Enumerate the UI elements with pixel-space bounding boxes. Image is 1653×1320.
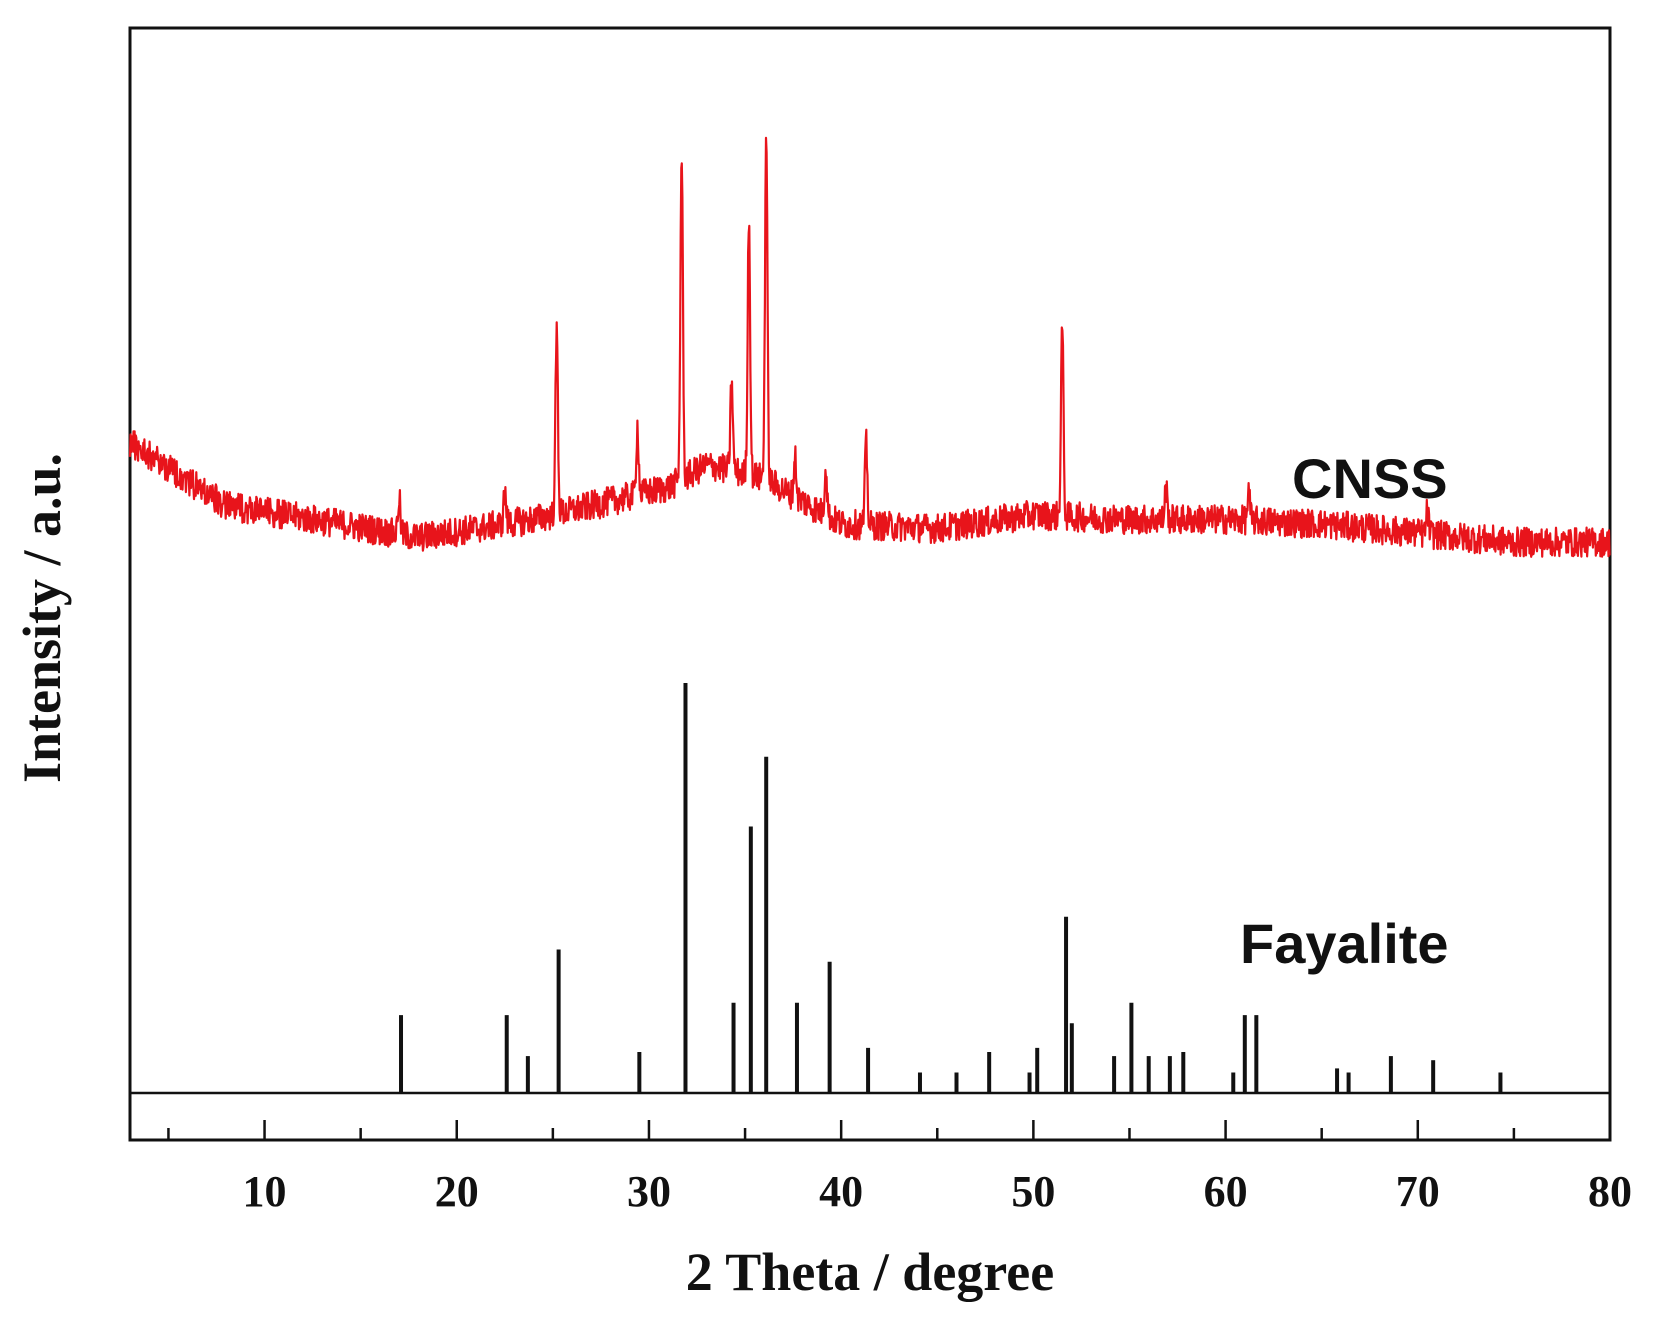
x-tick-label-50: 50	[1011, 1167, 1055, 1216]
x-axis-tick-labels: 10 20 30 40 50 60 70 80	[243, 1167, 1632, 1216]
y-axis-title: Intensity / a.u.	[12, 453, 72, 783]
x-tick-label-60: 60	[1204, 1167, 1248, 1216]
series-line-cnss	[128, 136, 1611, 558]
plot-frame	[128, 26, 1612, 1142]
x-tick-label-20: 20	[435, 1167, 479, 1216]
series-label-cnss: CNSS	[1292, 447, 1448, 510]
series-label-fayalite: Fayalite	[1240, 912, 1449, 975]
x-tick-label-10: 10	[243, 1167, 287, 1216]
x-tick-label-70: 70	[1396, 1167, 1440, 1216]
x-axis-ticks	[167, 1120, 1612, 1140]
x-axis-title: 2 Theta / degree	[686, 1242, 1054, 1302]
x-tick-label-80: 80	[1588, 1167, 1632, 1216]
series-sticks-fayalite	[399, 683, 1503, 1093]
x-tick-label-40: 40	[819, 1167, 863, 1216]
x-tick-label-30: 30	[627, 1167, 671, 1216]
